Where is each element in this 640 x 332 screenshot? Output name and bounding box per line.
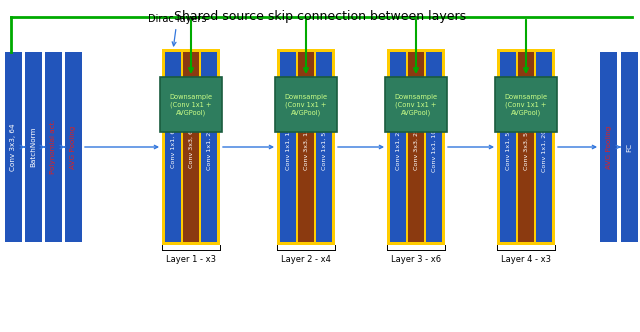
Text: FC: FC xyxy=(627,142,632,152)
Text: AVG Pooling: AVG Pooling xyxy=(605,125,611,169)
Bar xyxy=(65,52,82,242)
Text: Downsample
(Conv 1x1 +
AVGPool): Downsample (Conv 1x1 + AVGPool) xyxy=(284,94,328,116)
Text: Conv 3x3, 128: Conv 3x3, 128 xyxy=(303,124,308,170)
Bar xyxy=(275,77,337,132)
Text: BatchNorm: BatchNorm xyxy=(31,127,36,167)
Text: Conv 3x3, 256: Conv 3x3, 256 xyxy=(413,124,419,170)
Text: Conv 1x1, 256: Conv 1x1, 256 xyxy=(207,124,211,170)
Text: Conv 1x1, 512: Conv 1x1, 512 xyxy=(321,124,326,170)
Bar xyxy=(280,52,296,242)
Text: Layer 4 - x3: Layer 4 - x3 xyxy=(501,256,551,265)
Text: Layer 3 - x6: Layer 3 - x6 xyxy=(391,256,441,265)
Bar xyxy=(5,52,22,242)
Text: Shared source skip connection between layers: Shared source skip connection between la… xyxy=(174,10,466,23)
Text: Conv 1x1, 1024: Conv 1x1, 1024 xyxy=(431,122,436,172)
Bar xyxy=(298,52,314,242)
Bar xyxy=(45,52,62,242)
Text: Polynomial act.: Polynomial act. xyxy=(51,120,56,174)
Text: Layer 1 - x3: Layer 1 - x3 xyxy=(166,256,216,265)
Bar xyxy=(495,77,557,132)
Bar xyxy=(500,52,516,242)
Text: Downsample
(Conv 1x1 +
AVGPool): Downsample (Conv 1x1 + AVGPool) xyxy=(394,94,438,116)
Bar xyxy=(621,52,638,242)
Bar xyxy=(390,52,406,242)
Bar xyxy=(25,52,42,242)
Bar xyxy=(518,52,534,242)
Bar xyxy=(165,52,181,242)
Bar xyxy=(536,52,552,242)
Bar xyxy=(183,52,199,242)
Text: Conv 1x1, 128: Conv 1x1, 128 xyxy=(285,124,291,170)
Text: Conv 3x3, 64: Conv 3x3, 64 xyxy=(10,123,17,171)
Bar xyxy=(497,49,555,245)
Text: AVG Pooling: AVG Pooling xyxy=(70,125,77,169)
Text: Layer 2 - x4: Layer 2 - x4 xyxy=(281,256,331,265)
Bar xyxy=(277,49,335,245)
Text: Downsample
(Conv 1x1 +
AVGPool): Downsample (Conv 1x1 + AVGPool) xyxy=(504,94,548,116)
Text: Dirac layers: Dirac layers xyxy=(148,14,207,46)
Bar xyxy=(162,49,220,245)
Text: Conv 1x1, 64: Conv 1x1, 64 xyxy=(170,126,175,168)
Text: Conv 3x3, 64: Conv 3x3, 64 xyxy=(189,126,193,168)
Bar xyxy=(426,52,442,242)
Bar xyxy=(600,52,617,242)
Bar xyxy=(160,77,222,132)
Text: Conv 1x1, 2048: Conv 1x1, 2048 xyxy=(541,122,547,172)
Text: Conv 1x1, 512: Conv 1x1, 512 xyxy=(506,124,511,170)
Bar xyxy=(316,52,332,242)
Bar xyxy=(201,52,217,242)
Bar xyxy=(385,77,447,132)
Text: Downsample
(Conv 1x1 +
AVGPool): Downsample (Conv 1x1 + AVGPool) xyxy=(170,94,212,116)
Text: Conv 1x1, 256: Conv 1x1, 256 xyxy=(396,124,401,170)
Text: Conv 3x3, 512: Conv 3x3, 512 xyxy=(524,124,529,170)
Bar xyxy=(408,52,424,242)
Bar xyxy=(387,49,445,245)
